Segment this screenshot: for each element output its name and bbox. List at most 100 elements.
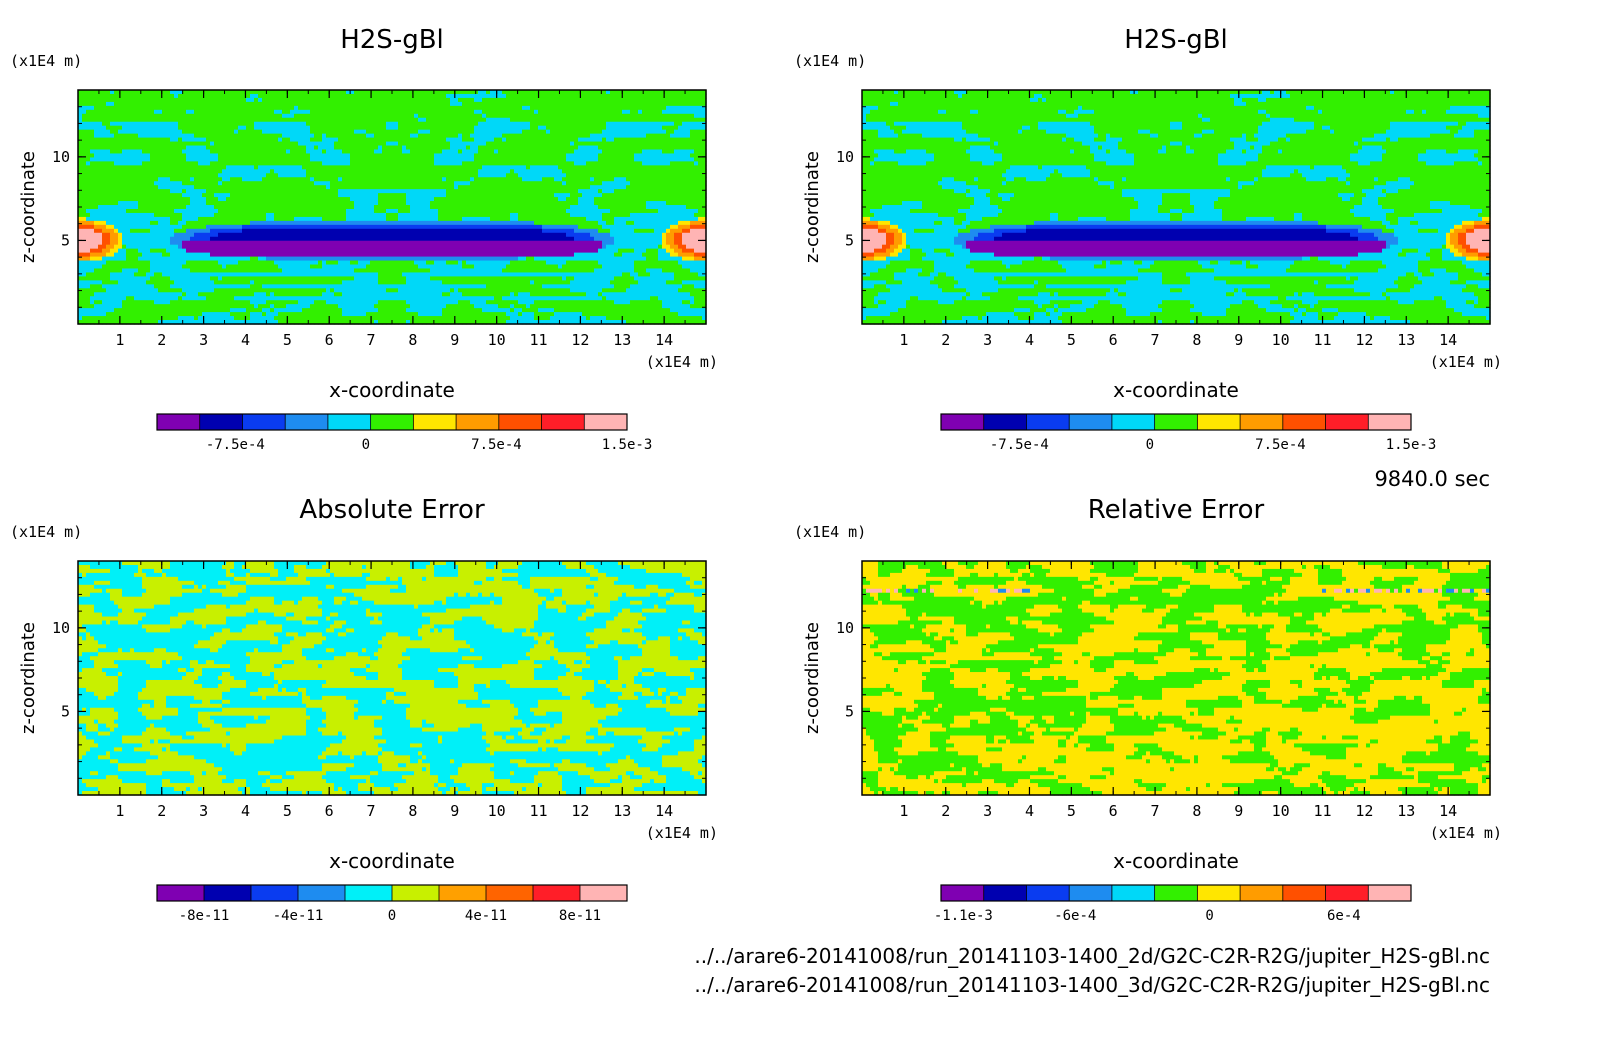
heatmap-cell: [114, 253, 119, 258]
heatmap-cell: [122, 153, 127, 158]
heatmap-cell: [126, 142, 131, 147]
heatmap-cell: [106, 138, 111, 143]
heatmap-cell: [162, 268, 167, 273]
heatmap-cell: [102, 94, 107, 99]
heatmap-cell: [118, 233, 123, 238]
heatmap-cell: [130, 153, 135, 158]
heatmap-cell: [146, 157, 151, 162]
heatmap-cell: [154, 292, 159, 297]
heatmap-cell: [170, 253, 175, 258]
heatmap-cell: [134, 114, 139, 119]
heatmap-cell: [86, 296, 91, 301]
heatmap-cell: [86, 276, 91, 281]
heatmap-cell: [114, 233, 119, 238]
heatmap-cell: [166, 316, 171, 321]
heatmap-cell: [86, 106, 91, 111]
heatmap-cell: [126, 114, 131, 119]
heatmap-cell: [130, 209, 135, 214]
heatmap-cell: [154, 229, 159, 234]
heatmap-cell: [82, 272, 87, 277]
heatmap-cell: [118, 146, 123, 151]
heatmap-cell: [162, 177, 167, 182]
heatmap-cell: [122, 102, 127, 107]
heatmap-cell: [158, 118, 163, 123]
heatmap-cell: [134, 272, 139, 277]
heatmap-cell: [126, 118, 131, 123]
heatmap-cell: [134, 94, 139, 99]
heatmap-cell: [138, 98, 143, 103]
heatmap-cell: [130, 165, 135, 170]
heatmap-cell: [134, 165, 139, 170]
heatmap-cell: [98, 122, 103, 127]
heatmap-cell: [138, 197, 143, 202]
heatmap-cell: [170, 122, 175, 127]
heatmap-cell: [134, 304, 139, 309]
heatmap-cell: [82, 241, 87, 246]
heatmap-cell: [130, 300, 135, 305]
heatmap-cell: [150, 316, 155, 321]
heatmap-cell: [98, 276, 103, 281]
heatmap-cell: [82, 253, 87, 258]
heatmap-cell: [110, 177, 115, 182]
heatmap-cell: [162, 98, 167, 103]
heatmap-cell: [122, 261, 127, 266]
heatmap-cell: [114, 157, 119, 162]
heatmap-cell: [122, 229, 127, 234]
heatmap-cell: [114, 209, 119, 214]
heatmap-cell: [118, 209, 123, 214]
heatmap-cell: [102, 229, 107, 234]
heatmap-cell: [126, 122, 131, 127]
heatmap-cell: [82, 296, 87, 301]
heatmap-cell: [142, 169, 147, 174]
heatmap-cell: [138, 126, 143, 131]
heatmap-cell: [110, 288, 115, 293]
heatmap-cell: [134, 153, 139, 158]
heatmap-cell: [122, 257, 127, 262]
heatmap-cell: [110, 106, 115, 111]
heatmap-cell: [90, 272, 95, 277]
heatmap-cell: [162, 304, 167, 309]
heatmap-cell: [110, 205, 115, 210]
heatmap-cell: [118, 114, 123, 119]
heatmap-cell: [94, 130, 99, 135]
heatmap-cell: [150, 229, 155, 234]
heatmap-cell: [146, 134, 151, 139]
heatmap-cell: [106, 169, 111, 174]
heatmap-cell: [138, 221, 143, 226]
heatmap-cell: [138, 165, 143, 170]
heatmap-cell: [126, 106, 131, 111]
heatmap-cell: [110, 272, 115, 277]
heatmap-cell: [102, 153, 107, 158]
heatmap-cell: [106, 245, 111, 250]
heatmap-cell: [142, 229, 147, 234]
heatmap-cell: [98, 225, 103, 230]
heatmap-cell: [154, 225, 159, 230]
heatmap-cell: [146, 114, 151, 119]
heatmap-cell: [150, 134, 155, 139]
heatmap-cell: [102, 122, 107, 127]
heatmap-cell: [118, 118, 123, 123]
heatmap-cell: [146, 249, 151, 254]
heatmap-cell: [110, 185, 115, 190]
heatmap-cell: [142, 217, 147, 222]
heatmap-cell: [126, 177, 131, 182]
heatmap-cell: [150, 209, 155, 214]
heatmap-cell: [138, 288, 143, 293]
heatmap-cell: [138, 245, 143, 250]
heatmap-cell: [126, 253, 131, 258]
heatmap-cell: [150, 233, 155, 238]
heatmap-cell: [154, 205, 159, 210]
heatmap-cell: [82, 161, 87, 166]
chart-panel-1: 1 2 3 4 5 6 7 8 9 10 11 12 13 14510H2S-gBl(x1E4 m)(x1…: [10, 25, 718, 453]
heatmap-cell: [130, 94, 135, 99]
heatmap-cell: [122, 197, 127, 202]
heatmap-cell: [102, 106, 107, 111]
heatmap-cell: [114, 276, 119, 281]
heatmap-cell: [154, 94, 159, 99]
heatmap-cell: [122, 181, 127, 186]
heatmap-cell: [166, 201, 171, 206]
heatmap-cell: [86, 268, 91, 273]
heatmap-cell: [146, 185, 151, 190]
heatmap-cell: [90, 245, 95, 250]
heatmap-cell: [86, 153, 91, 158]
